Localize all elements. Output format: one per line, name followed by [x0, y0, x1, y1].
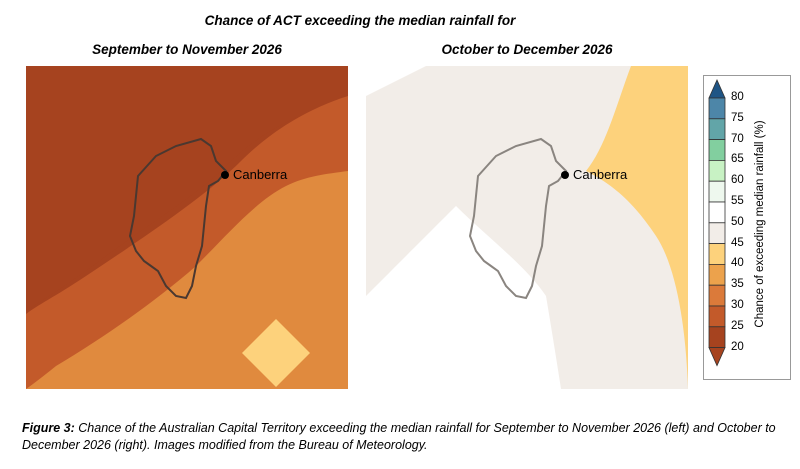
legend-tick-20: 20	[731, 340, 744, 353]
legend-bin-45-50	[708, 222, 726, 245]
legend-bin-30-35	[708, 284, 726, 307]
legend-arrow-top	[708, 79, 726, 99]
band-50-55	[366, 206, 561, 389]
city-label-canberra: Canberra	[233, 167, 288, 182]
legend-tick-45: 45	[731, 236, 744, 249]
legend-tick-35: 35	[731, 278, 744, 291]
map-oct-dec: Canberra	[366, 66, 688, 389]
figure-title: Chance of ACT exceeding the median rainf…	[204, 13, 516, 28]
legend-tick-25: 25	[731, 319, 744, 332]
legend-tick-65: 65	[731, 153, 744, 166]
act-border-right	[468, 137, 568, 300]
legend-tick-50: 50	[731, 215, 744, 228]
legend-bin-20-25	[708, 326, 726, 349]
band-35-40-right	[586, 66, 688, 389]
legend-bin-65-70	[708, 139, 726, 161]
figure-caption: Figure 3: Chance of the Australian Capit…	[22, 420, 792, 454]
legend-bin-25-30	[708, 305, 726, 328]
act-border	[128, 137, 228, 300]
legend-bin-35-40	[708, 263, 726, 286]
legend-tick-40: 40	[731, 257, 744, 270]
legend-title: Chance of exceeding median rainfall (%)	[754, 120, 766, 328]
legend-tick-30: 30	[731, 299, 744, 311]
legend-tick-70: 70	[731, 132, 744, 145]
legend-bin-70-75	[708, 118, 726, 140]
legend-bin-60-65	[708, 160, 726, 182]
legend-bin-75-80	[708, 97, 726, 120]
city-label-canberra-right: Canberra	[573, 167, 628, 182]
left-map-subtitle: September to November 2026	[92, 42, 282, 57]
legend-tick-75: 75	[731, 111, 744, 124]
legend-bin-50-55	[708, 201, 726, 224]
legend-tick-60: 60	[731, 174, 744, 187]
map-sep-nov: Canberra	[26, 66, 348, 389]
legend-arrow-bottom	[708, 347, 726, 367]
legend-colorbar	[708, 79, 726, 367]
caption-label: Figure 3:	[22, 421, 75, 435]
legend-tick-55: 55	[731, 195, 744, 207]
canberra-dot	[221, 171, 229, 179]
legend-bin-55-60	[708, 180, 726, 203]
right-map-subtitle: October to December 2026	[441, 42, 613, 57]
band-35-40	[242, 319, 310, 387]
caption-text: Chance of the Australian Capital Territo…	[22, 421, 776, 452]
legend-tick-80: 80	[731, 91, 744, 103]
canberra-dot-right	[561, 171, 569, 179]
legend-bin-40-45	[708, 243, 726, 265]
